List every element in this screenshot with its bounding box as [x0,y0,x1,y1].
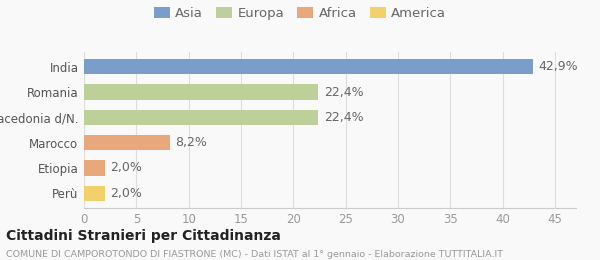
Text: Cittadini Stranieri per Cittadinanza: Cittadini Stranieri per Cittadinanza [6,229,281,243]
Text: 22,4%: 22,4% [324,111,364,124]
Bar [84,110,319,125]
Legend: Asia, Europa, Africa, America: Asia, Europa, Africa, America [154,6,446,20]
Bar [84,186,105,201]
Bar [84,59,533,74]
Bar [84,160,105,176]
Text: 8,2%: 8,2% [175,136,207,149]
Text: 42,9%: 42,9% [538,60,578,73]
Text: COMUNE DI CAMPOROTONDO DI FIASTRONE (MC) - Dati ISTAT al 1° gennaio - Elaborazio: COMUNE DI CAMPOROTONDO DI FIASTRONE (MC)… [6,250,503,259]
Bar [84,135,170,150]
Bar [84,84,319,100]
Text: 2,0%: 2,0% [110,161,142,174]
Text: 2,0%: 2,0% [110,187,142,200]
Text: 22,4%: 22,4% [324,86,364,99]
